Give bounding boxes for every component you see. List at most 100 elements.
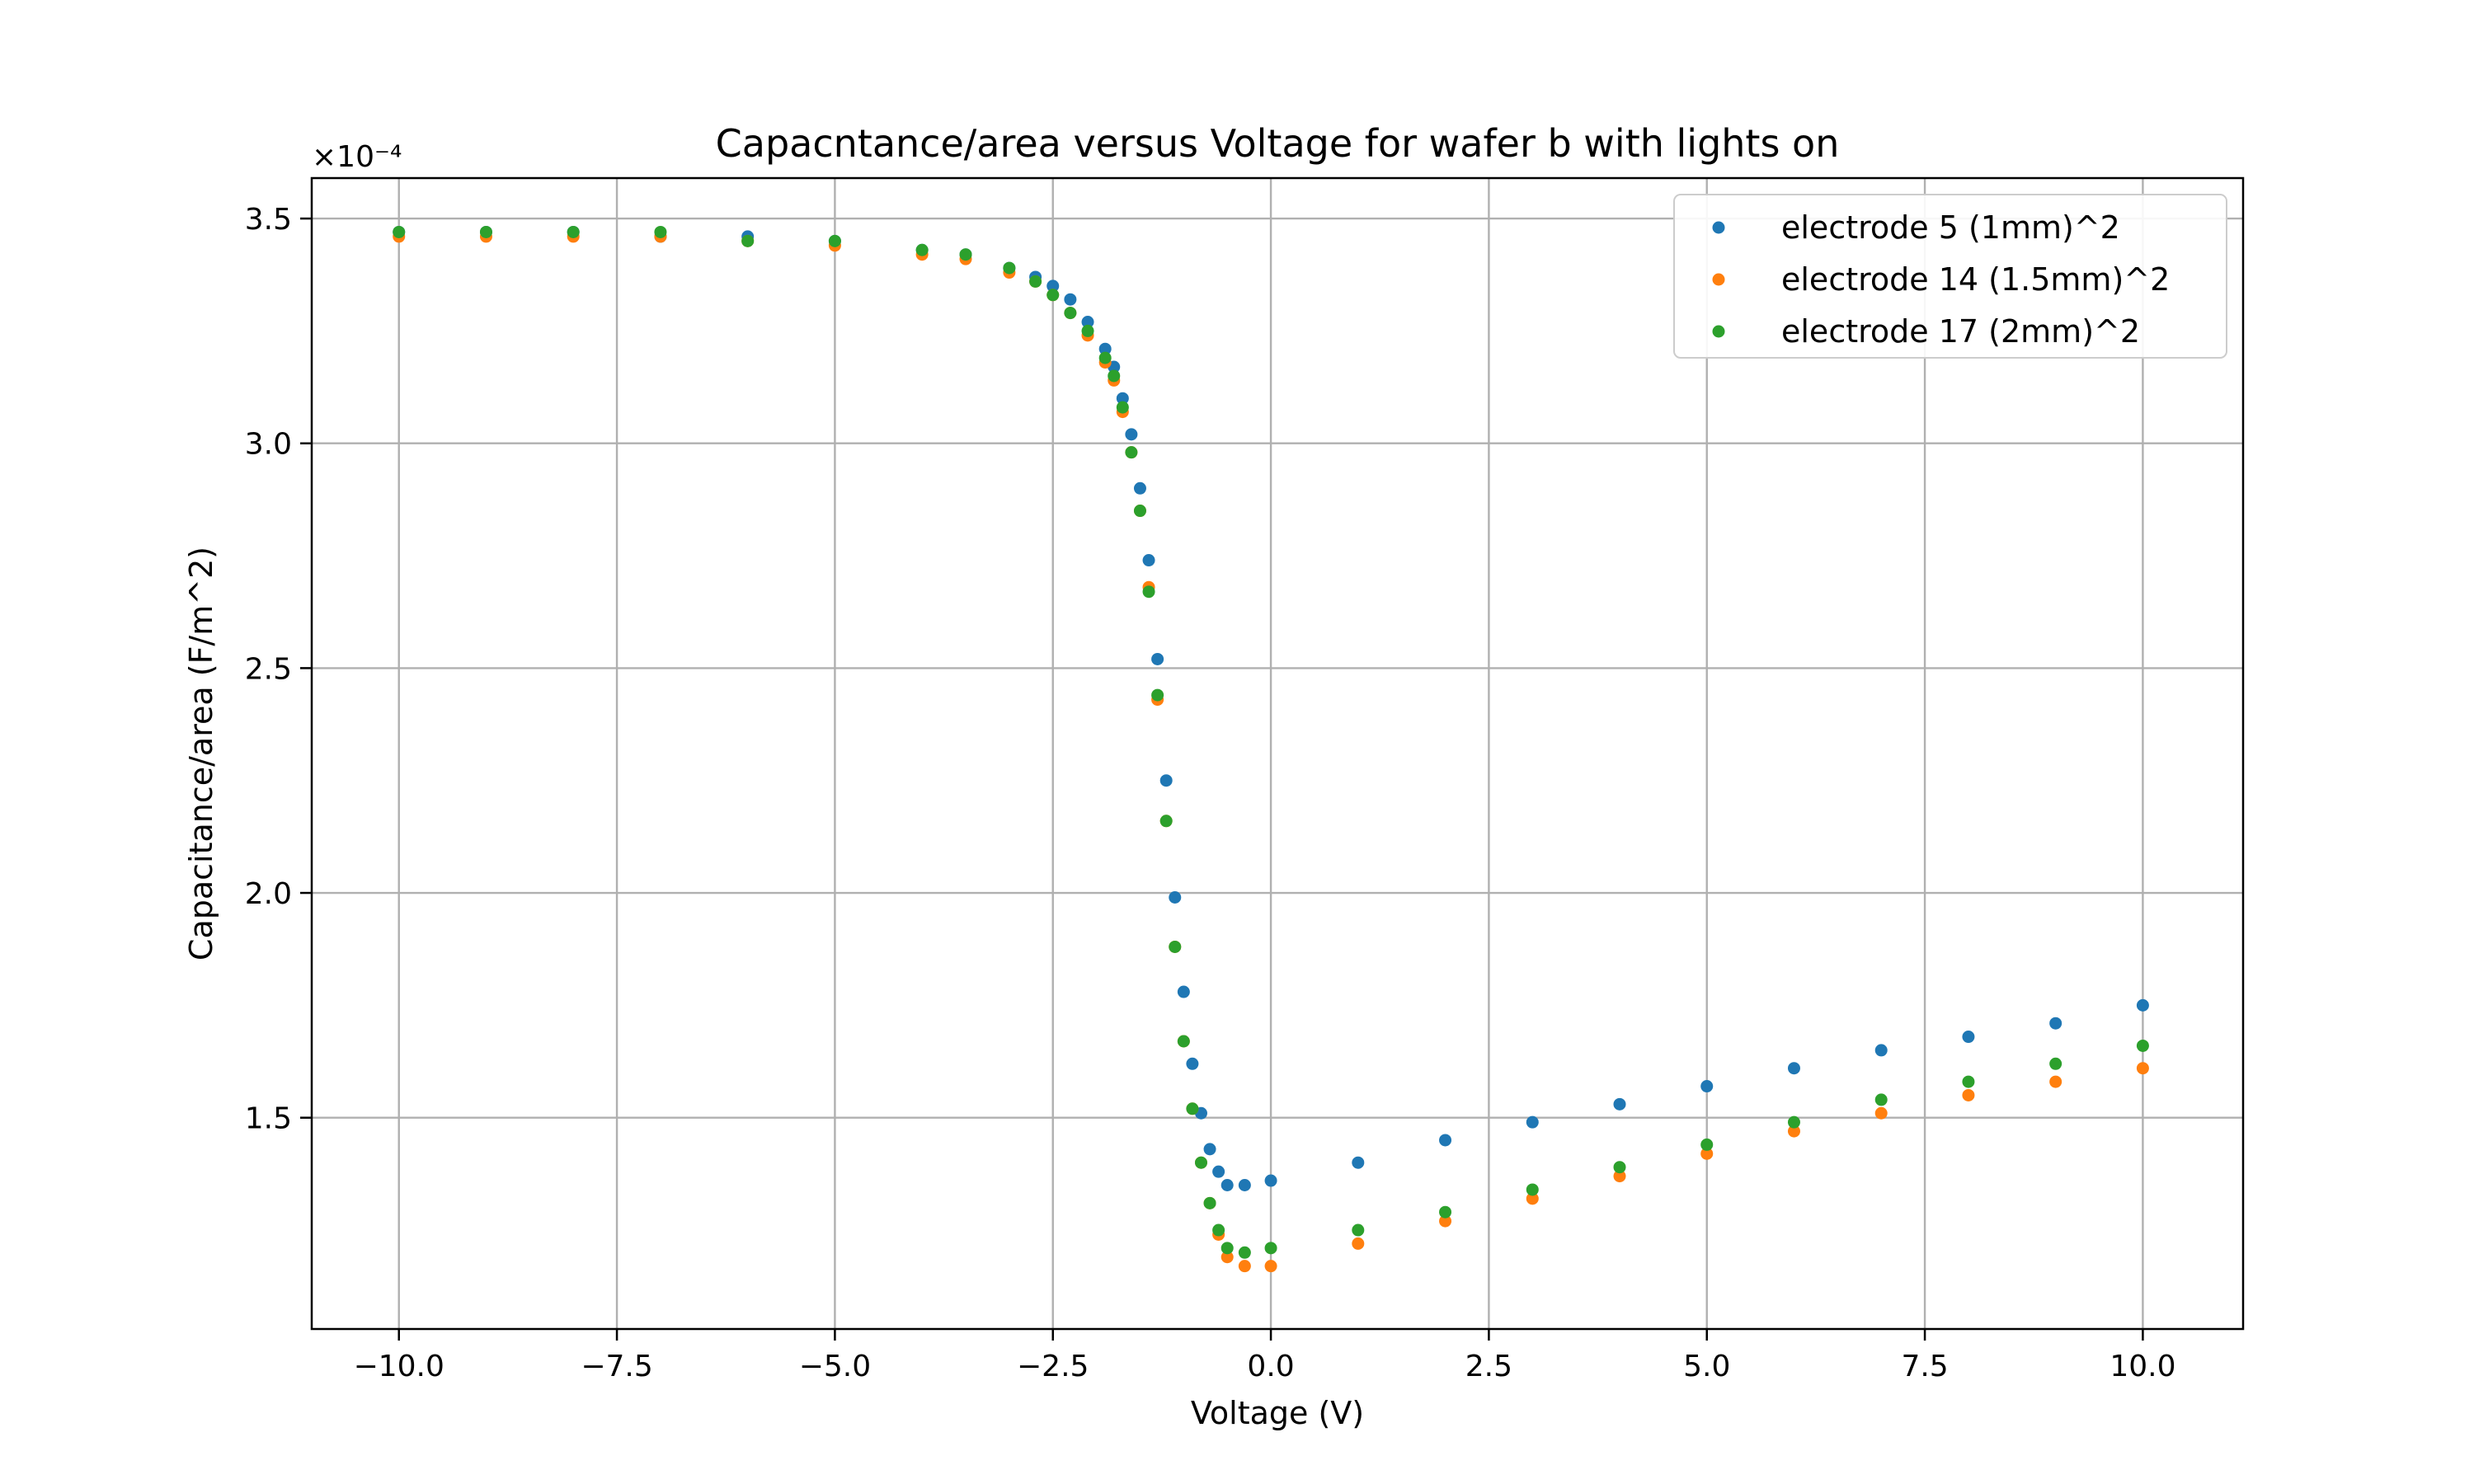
data-point bbox=[479, 225, 492, 238]
y-axis-offset-label: ×10⁻⁴ bbox=[312, 140, 402, 174]
data-point bbox=[2136, 1039, 2149, 1052]
y-tick-label: 3.0 bbox=[245, 428, 292, 462]
data-point bbox=[1962, 1075, 1975, 1088]
data-point bbox=[959, 248, 972, 261]
data-point bbox=[1439, 1214, 1452, 1228]
y-tick-label: 3.5 bbox=[245, 203, 292, 237]
data-point bbox=[1221, 1179, 1234, 1191]
data-point bbox=[1108, 369, 1121, 383]
data-point bbox=[2136, 998, 2149, 1012]
data-point bbox=[1116, 392, 1129, 405]
data-point bbox=[1064, 307, 1077, 320]
data-point bbox=[1212, 1165, 1225, 1178]
data-point bbox=[1526, 1192, 1539, 1205]
data-point bbox=[1133, 481, 1146, 495]
data-point bbox=[393, 225, 406, 238]
data-point bbox=[1526, 1115, 1539, 1129]
data-point bbox=[1264, 1174, 1277, 1187]
x-tick-label: 7.5 bbox=[1901, 1350, 1948, 1383]
legend-marker bbox=[1712, 273, 1725, 286]
series-group bbox=[393, 225, 2149, 1259]
data-point bbox=[1700, 1138, 1714, 1151]
data-point bbox=[1186, 1102, 1199, 1115]
data-point bbox=[828, 234, 841, 247]
data-point bbox=[1177, 985, 1190, 998]
data-point bbox=[1613, 1097, 1626, 1111]
data-point bbox=[1142, 585, 1155, 599]
data-point bbox=[1439, 1205, 1452, 1219]
data-point bbox=[1098, 342, 1112, 355]
data-point bbox=[1186, 1057, 1199, 1070]
data-point bbox=[1613, 1170, 1626, 1183]
data-point bbox=[1962, 1088, 1975, 1101]
data-point bbox=[1029, 275, 1042, 288]
data-point bbox=[915, 243, 929, 256]
data-point bbox=[1116, 401, 1129, 414]
data-point bbox=[1352, 1156, 1365, 1169]
legend-label: electrode 5 (1mm)^2 bbox=[1781, 209, 2120, 246]
data-point bbox=[1133, 505, 1146, 518]
data-point bbox=[1047, 289, 1060, 302]
y-tick-label: 1.5 bbox=[245, 1102, 292, 1136]
x-tick-label: −5.0 bbox=[799, 1350, 871, 1383]
data-point bbox=[567, 225, 580, 238]
data-point bbox=[1787, 1062, 1800, 1075]
y-axis-label: Capacitance/area (F/m^2) bbox=[183, 547, 219, 960]
data-point bbox=[1962, 1031, 1975, 1044]
legend-label: electrode 14 (1.5mm)^2 bbox=[1781, 261, 2170, 298]
data-point bbox=[1221, 1242, 1234, 1255]
data-point bbox=[1874, 1044, 1888, 1057]
data-point bbox=[1874, 1093, 1888, 1106]
grid bbox=[312, 178, 2243, 1329]
legend-marker bbox=[1712, 221, 1725, 234]
data-point bbox=[1203, 1143, 1216, 1156]
data-point bbox=[1238, 1179, 1251, 1191]
data-point bbox=[1047, 279, 1060, 293]
data-point bbox=[1151, 652, 1164, 665]
x-tick-label: 0.0 bbox=[1247, 1350, 1294, 1383]
plot-frame bbox=[310, 176, 2245, 1331]
x-tick-label: 5.0 bbox=[1683, 1350, 1730, 1383]
data-point bbox=[1169, 891, 1182, 904]
data-point bbox=[1238, 1246, 1251, 1259]
data-point bbox=[1238, 1260, 1251, 1273]
data-point bbox=[1151, 688, 1164, 702]
x-tick-label: 2.5 bbox=[1465, 1350, 1512, 1383]
legend-label: electrode 17 (2mm)^2 bbox=[1781, 313, 2140, 350]
data-point bbox=[1221, 1251, 1234, 1264]
data-point bbox=[1352, 1223, 1365, 1237]
x-tick-label: −7.5 bbox=[581, 1350, 652, 1383]
data-point bbox=[1159, 774, 1173, 787]
data-point bbox=[1159, 815, 1173, 828]
legend-frame bbox=[1673, 194, 2227, 359]
data-point bbox=[1194, 1156, 1207, 1169]
data-point bbox=[1169, 940, 1182, 953]
data-point bbox=[1526, 1183, 1539, 1196]
x-axis: −10.0 −7.5 −5.0 −2.5 0.0 2.5 5.0 7.5 10.0 bbox=[354, 1329, 2175, 1383]
data-points bbox=[393, 225, 2149, 1273]
data-point bbox=[1264, 1260, 1277, 1273]
x-axis-label: Voltage (V) bbox=[1191, 1395, 1364, 1431]
data-point bbox=[2049, 1017, 2062, 1030]
data-point bbox=[2049, 1057, 2062, 1070]
x-tick-label: 10.0 bbox=[2109, 1350, 2175, 1383]
legend: electrode 5 (1mm)^2 electrode 14 (1.5mm)^… bbox=[1673, 194, 2227, 359]
y-axis: 1.5 2.0 2.5 3.0 3.5 bbox=[245, 203, 312, 1136]
data-point bbox=[1081, 316, 1094, 328]
y-tick-label: 2.0 bbox=[245, 877, 292, 911]
data-point bbox=[1352, 1237, 1365, 1250]
data-point bbox=[1177, 1035, 1190, 1048]
data-point bbox=[1787, 1125, 1800, 1138]
data-point bbox=[1787, 1115, 1800, 1129]
data-point bbox=[1125, 428, 1138, 441]
data-point bbox=[1098, 351, 1112, 364]
data-point bbox=[654, 225, 667, 238]
data-point bbox=[1874, 1106, 1888, 1120]
data-point bbox=[1081, 324, 1094, 337]
x-tick-label: −2.5 bbox=[1017, 1350, 1089, 1383]
data-point bbox=[1613, 1161, 1626, 1174]
data-point bbox=[1142, 554, 1155, 567]
data-point bbox=[1264, 1242, 1277, 1255]
